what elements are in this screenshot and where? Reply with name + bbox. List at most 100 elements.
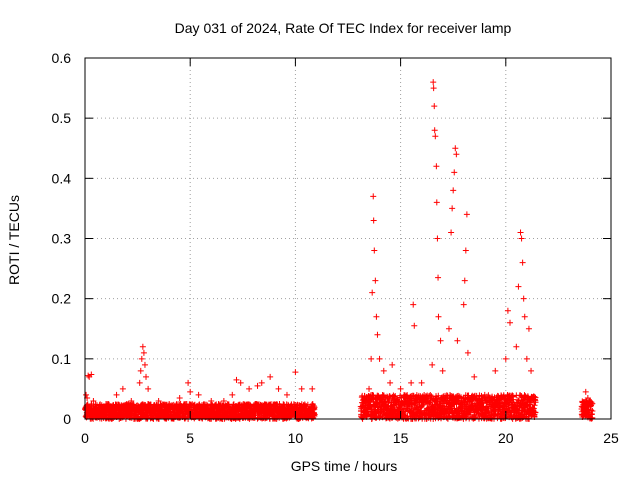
data-point (372, 277, 379, 284)
y-tick-label: 0.2 (52, 291, 72, 307)
band-point (302, 402, 309, 409)
data-point (433, 163, 440, 170)
data-point (515, 283, 522, 290)
data-point (275, 385, 282, 392)
data-point (445, 325, 452, 332)
data-point (429, 361, 436, 368)
data-point (525, 325, 532, 332)
band-point (532, 409, 539, 416)
x-tick-label: 25 (603, 430, 619, 446)
data-point (246, 385, 253, 392)
grid-lines (85, 58, 611, 419)
data-points (82, 79, 596, 422)
data-point (430, 79, 437, 86)
data-point (258, 379, 265, 386)
data-point (584, 394, 591, 401)
data-point (432, 133, 439, 140)
data-point (137, 367, 144, 374)
y-tick-label: 0.1 (52, 351, 72, 367)
chart-title: Day 031 of 2024, Rate Of TEC Index for r… (175, 20, 512, 36)
data-point (309, 385, 316, 392)
data-point (431, 127, 438, 134)
band-point (426, 399, 433, 406)
band-point (589, 407, 596, 414)
data-point (369, 289, 376, 296)
data-point (155, 397, 162, 404)
data-point (437, 337, 444, 344)
data-point (283, 391, 290, 398)
data-point (366, 385, 373, 392)
data-point (460, 301, 467, 308)
x-tick-label: 10 (288, 430, 304, 446)
data-point (83, 391, 90, 398)
data-point (363, 397, 370, 404)
data-point (113, 391, 120, 398)
data-point (450, 187, 457, 194)
data-point (185, 379, 192, 386)
data-point (166, 400, 173, 407)
data-point (408, 379, 415, 386)
data-point (267, 373, 274, 380)
band-point (530, 405, 537, 412)
band-point (252, 411, 259, 418)
data-point (208, 397, 215, 404)
data-point (85, 372, 92, 379)
data-point (418, 379, 425, 386)
data-point (523, 355, 530, 362)
data-point (139, 343, 146, 350)
data-point (143, 373, 150, 380)
data-point (141, 361, 148, 368)
band-point (420, 401, 427, 408)
data-point (452, 145, 459, 152)
data-point (370, 217, 377, 224)
data-point (374, 331, 381, 338)
x-tick-label: 15 (393, 430, 409, 446)
data-point (376, 355, 383, 362)
data-point (435, 313, 442, 320)
data-point (521, 313, 528, 320)
y-tick-label: 0 (63, 411, 71, 427)
data-point (368, 355, 375, 362)
data-point (176, 394, 183, 401)
y-tick-label: 0.6 (52, 50, 72, 66)
data-point (138, 355, 145, 362)
data-point (513, 343, 520, 350)
data-point (90, 397, 97, 404)
x-tick-label: 5 (186, 430, 194, 446)
x-tick-label: 0 (81, 430, 89, 446)
data-point (464, 349, 471, 356)
data-point (292, 369, 299, 376)
data-point (370, 193, 377, 200)
data-point (507, 319, 514, 326)
band-point (369, 415, 376, 422)
data-point (520, 295, 527, 302)
data-point (439, 367, 446, 374)
band-point (392, 393, 399, 400)
data-point (220, 397, 227, 404)
data-point (411, 322, 418, 329)
data-point (451, 169, 458, 176)
data-point (462, 247, 469, 254)
y-tick-label: 0.4 (52, 170, 72, 186)
data-point (461, 277, 468, 284)
data-point (371, 247, 378, 254)
data-point (88, 371, 95, 378)
data-point (471, 373, 478, 380)
data-point (448, 229, 455, 236)
data-point (128, 397, 135, 404)
data-point (140, 349, 147, 356)
data-point (254, 382, 261, 389)
data-point (187, 388, 194, 395)
data-point (373, 313, 380, 320)
data-point (433, 199, 440, 206)
data-point (435, 274, 442, 281)
data-point (298, 385, 305, 392)
data-point (518, 235, 525, 242)
band-point (395, 398, 402, 405)
data-point (387, 379, 394, 386)
data-point (380, 367, 387, 374)
axis-ticks: 0 5 10 15 20 25 0 0.1 0.2 0.3 0.4 0.5 0.6 (52, 50, 619, 446)
band-point (311, 411, 318, 418)
data-point (389, 361, 396, 368)
